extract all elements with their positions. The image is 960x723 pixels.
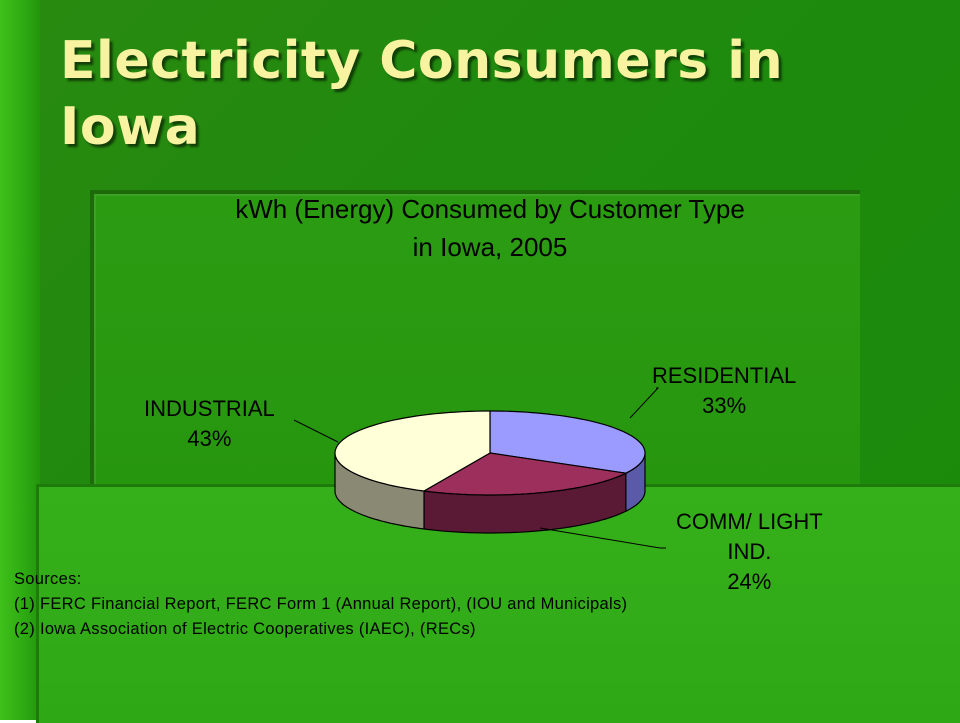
slice-label-comm-light: COMM/ LIGHT IND. 24% (676, 507, 823, 597)
slice-name-residential: RESIDENTIAL (652, 363, 797, 388)
slice-percent-residential: 33% (702, 393, 747, 418)
slice-label-residential: RESIDENTIAL 33% (652, 361, 796, 421)
pie-slice-industrial (334, 410, 491, 492)
slice-percent-industrial: 43% (187, 426, 232, 451)
pie-slice-residential (489, 410, 646, 474)
source-item-iaec: (2) Iowa Association of Electric Coopera… (14, 620, 476, 638)
slice-label-industrial: INDUSTRIAL 43% (144, 394, 275, 454)
slice-name-comm-light-line1: COMM/ LIGHT (676, 509, 823, 534)
source-item-ferc: (1) FERC Financial Report, FERC Form 1 (… (14, 595, 628, 613)
slice-name-comm-light-line2: IND. (727, 539, 772, 564)
leader-line-industrial (293, 419, 339, 443)
slice-percent-comm-light: 24% (727, 569, 772, 594)
sources-heading: Sources: (14, 570, 82, 588)
chart-title: kWh (Energy) Consumed by Customer Type i… (140, 190, 840, 266)
slide-left-accent (0, 0, 40, 720)
pie-slice-comm-light (422, 452, 628, 496)
sources-block: Sources: (1) FERC Financial Report, FERC… (14, 567, 627, 642)
slide-title: Electricity Consumers in Iowa (60, 31, 784, 157)
leader-line-comm-light (539, 527, 666, 549)
chart-title-line1: kWh (Energy) Consumed by Customer Type (235, 194, 745, 224)
chart-title-line2: in Iowa, 2005 (412, 232, 568, 262)
leader-line-residential (629, 387, 660, 419)
slice-name-industrial: INDUSTRIAL (144, 396, 275, 421)
